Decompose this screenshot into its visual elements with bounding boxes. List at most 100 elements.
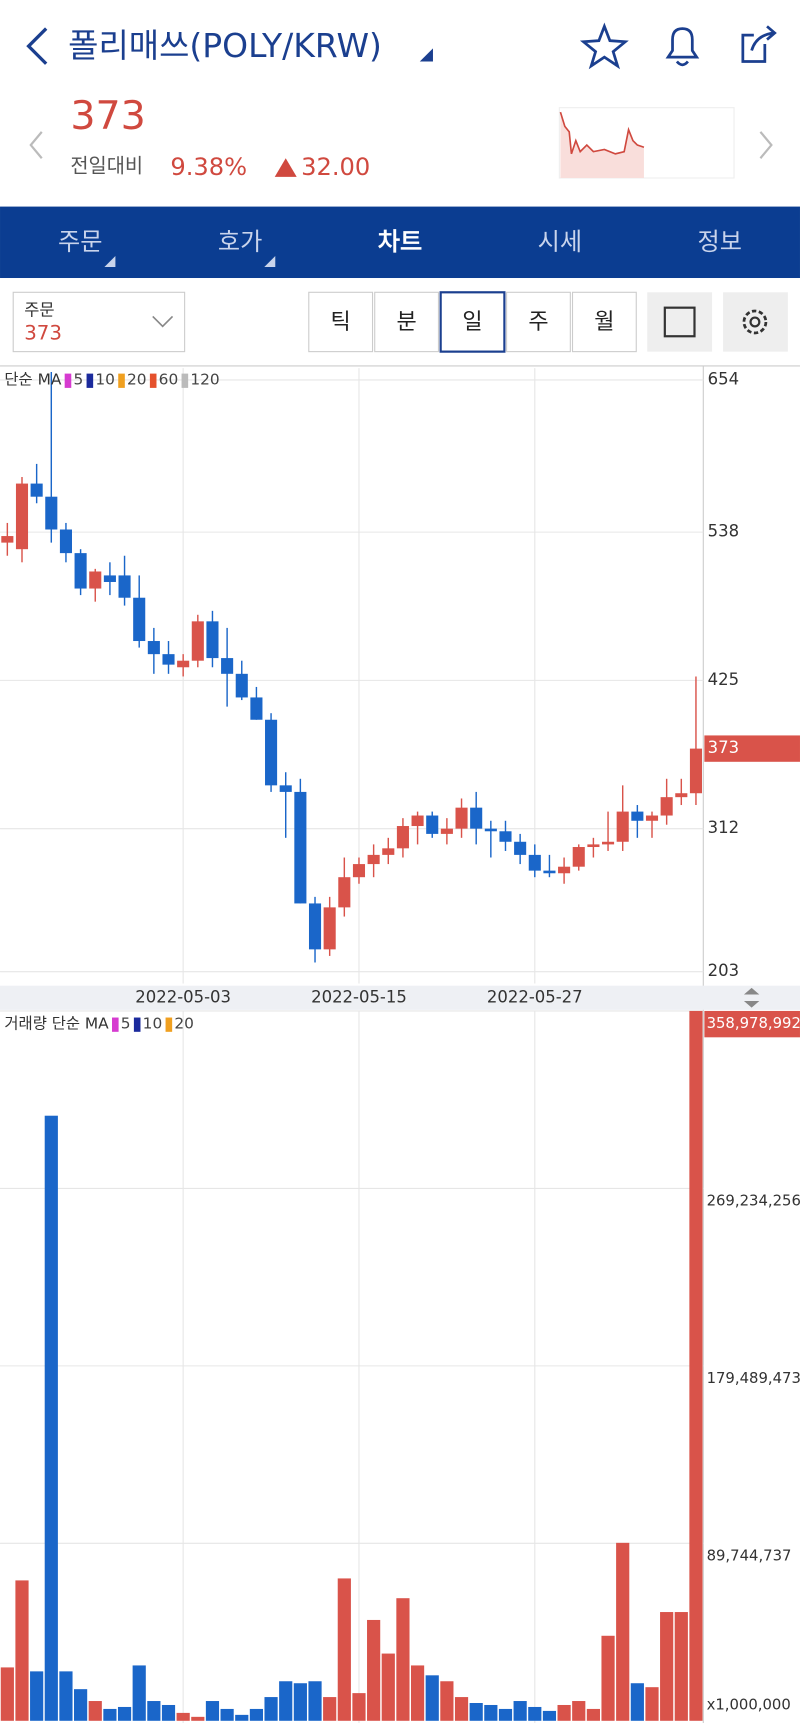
period-label: 월 xyxy=(594,310,614,335)
candle-body xyxy=(455,807,468,829)
sparkline xyxy=(559,111,645,155)
prev-arrow[interactable] xyxy=(29,131,43,159)
order-box-arrow xyxy=(152,315,174,328)
favorite-icon[interactable] xyxy=(579,22,629,70)
candle-body xyxy=(338,877,351,908)
tab[interactable]: 차트 xyxy=(378,228,422,256)
legend-swatch xyxy=(133,1017,141,1032)
volume-bar xyxy=(30,1671,44,1721)
last-volume-box xyxy=(704,1010,800,1038)
volume-bar xyxy=(542,1710,557,1721)
candle-body xyxy=(30,483,43,497)
tab[interactable]: 호가 xyxy=(218,228,262,256)
date-strip xyxy=(0,985,800,1010)
y-tick-label: 425 xyxy=(708,670,739,689)
volume-bar xyxy=(249,1708,264,1721)
volume-bar xyxy=(616,1542,630,1721)
legend-swatch xyxy=(86,373,94,388)
legend-label: 5 xyxy=(121,1015,131,1033)
alarm-icon[interactable] xyxy=(665,27,700,67)
volume-bar xyxy=(235,1714,249,1721)
volume-bar xyxy=(469,1703,483,1721)
volume-bar xyxy=(74,1689,88,1721)
volume-bar xyxy=(161,1704,176,1721)
volume-bar xyxy=(352,1693,366,1721)
tab[interactable]: 정보 xyxy=(698,228,742,256)
sparkline-area xyxy=(560,112,644,179)
order-box[interactable] xyxy=(12,291,186,353)
period-button[interactable] xyxy=(439,291,506,353)
tab-menu-marker xyxy=(264,256,276,268)
legend-swatch xyxy=(181,373,189,388)
volume-bar xyxy=(601,1635,615,1721)
period-button[interactable] xyxy=(308,291,374,353)
change-label: 전일대비 xyxy=(70,155,143,178)
legend-label: 60 xyxy=(159,371,179,389)
volume-bar xyxy=(645,1687,659,1721)
change-pct: 9.38% xyxy=(170,153,247,181)
next-arrow[interactable] xyxy=(759,131,773,159)
candle-body xyxy=(367,854,380,865)
period-button[interactable] xyxy=(506,291,571,353)
candle-body xyxy=(587,844,600,848)
volume-bar xyxy=(176,1712,190,1721)
tab[interactable]: 시세 xyxy=(538,228,582,256)
tab[interactable]: 주문 xyxy=(58,228,102,256)
volume-bar xyxy=(513,1701,527,1721)
volume-bar xyxy=(205,1701,220,1721)
volume-bar xyxy=(674,1612,688,1721)
share-icon[interactable] xyxy=(741,25,777,63)
period-button[interactable] xyxy=(571,291,637,353)
candle-body xyxy=(382,848,395,855)
candle-body xyxy=(616,811,629,842)
candle-body xyxy=(265,719,278,786)
candle-body xyxy=(602,841,615,845)
volume-bar xyxy=(396,1598,410,1721)
period-button[interactable] xyxy=(374,291,440,353)
volume-bar xyxy=(381,1653,395,1721)
panel-resize-handle[interactable] xyxy=(743,987,760,1008)
volume-bar xyxy=(59,1671,73,1721)
y-tick-label: 89,744,737 xyxy=(707,1548,792,1565)
candle-body xyxy=(177,660,190,668)
candle-body xyxy=(147,641,160,655)
back-button[interactable] xyxy=(26,27,48,65)
y-tick-label: 203 xyxy=(708,961,739,980)
legend-label: 5 xyxy=(73,371,83,389)
candle-body xyxy=(514,841,527,855)
period-label: 일 xyxy=(462,310,482,335)
candle-body xyxy=(294,791,307,904)
candle-body xyxy=(645,815,659,821)
volume-bar xyxy=(117,1706,132,1721)
settings-button[interactable] xyxy=(723,292,788,352)
legend-title: 거래량 단순 MA xyxy=(4,1015,109,1033)
tab-bar xyxy=(0,206,800,279)
x-tick-label: 2022-05-27 xyxy=(487,987,583,1006)
volume-bar xyxy=(528,1706,542,1721)
last-price-label: 373 xyxy=(708,738,739,757)
period-label: 분 xyxy=(396,310,416,335)
layout-button[interactable] xyxy=(647,292,713,352)
candle-body xyxy=(235,673,248,698)
candle-body xyxy=(499,831,512,842)
title-dropdown[interactable] xyxy=(419,48,433,62)
tabs: 주문 호가 차트 시세 정보 xyxy=(58,228,742,268)
y-tick-label: 538 xyxy=(708,522,739,541)
candle-body xyxy=(631,811,644,821)
candle-body xyxy=(396,826,409,849)
candle-body xyxy=(89,571,102,589)
y-tick-label: 358,978,992 xyxy=(707,1015,800,1032)
volume-bar xyxy=(323,1697,337,1721)
up-triangle xyxy=(274,158,297,177)
candle-body xyxy=(411,815,424,827)
volume-bar xyxy=(44,1115,58,1721)
candle-body xyxy=(352,864,366,878)
volume-bar xyxy=(337,1578,351,1721)
candle-body xyxy=(15,483,29,550)
candle-body xyxy=(206,621,219,659)
candle-body xyxy=(162,654,175,665)
candle-body xyxy=(1,536,14,543)
candle-body xyxy=(250,697,263,720)
y-tick-label: 654 xyxy=(708,369,739,388)
